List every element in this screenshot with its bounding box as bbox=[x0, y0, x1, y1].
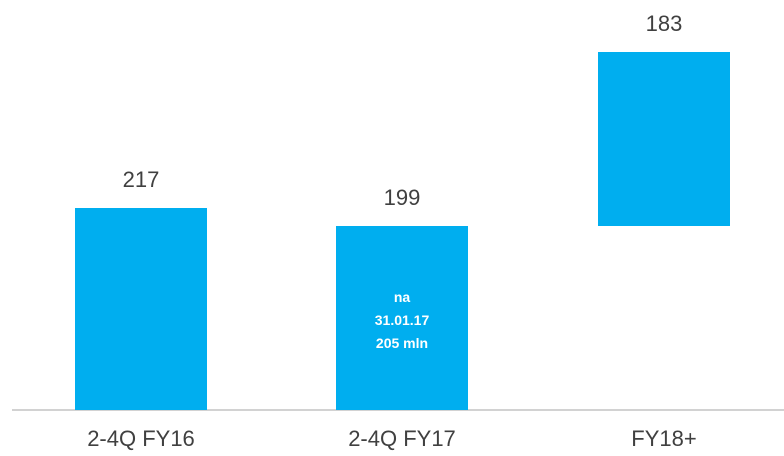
value-labels-group: 217 199 183 bbox=[123, 11, 683, 210]
value-label-2-4q-fy16: 217 bbox=[123, 167, 160, 192]
bar-annotation: na 31.01.17 205 mln bbox=[375, 289, 430, 351]
value-label-fy18-plus: 183 bbox=[646, 11, 683, 36]
category-label-fy18-plus: FY18+ bbox=[631, 426, 696, 451]
category-labels-group: 2-4Q FY16 2-4Q FY17 FY18+ bbox=[87, 426, 697, 451]
category-label-2-4q-fy16: 2-4Q FY16 bbox=[87, 426, 195, 451]
bars-group bbox=[75, 52, 730, 410]
category-label-2-4q-fy17: 2-4Q FY17 bbox=[348, 426, 456, 451]
value-label-2-4q-fy17: 199 bbox=[384, 185, 421, 210]
bar-2-4q-fy16 bbox=[75, 208, 207, 410]
annotation-line-2: 31.01.17 bbox=[375, 312, 430, 328]
bar-fy18-plus bbox=[598, 52, 730, 226]
bar-2-4q-fy17 bbox=[336, 226, 468, 410]
annotation-line-3: 205 mln bbox=[376, 335, 428, 351]
annotation-line-1: na bbox=[394, 289, 411, 305]
